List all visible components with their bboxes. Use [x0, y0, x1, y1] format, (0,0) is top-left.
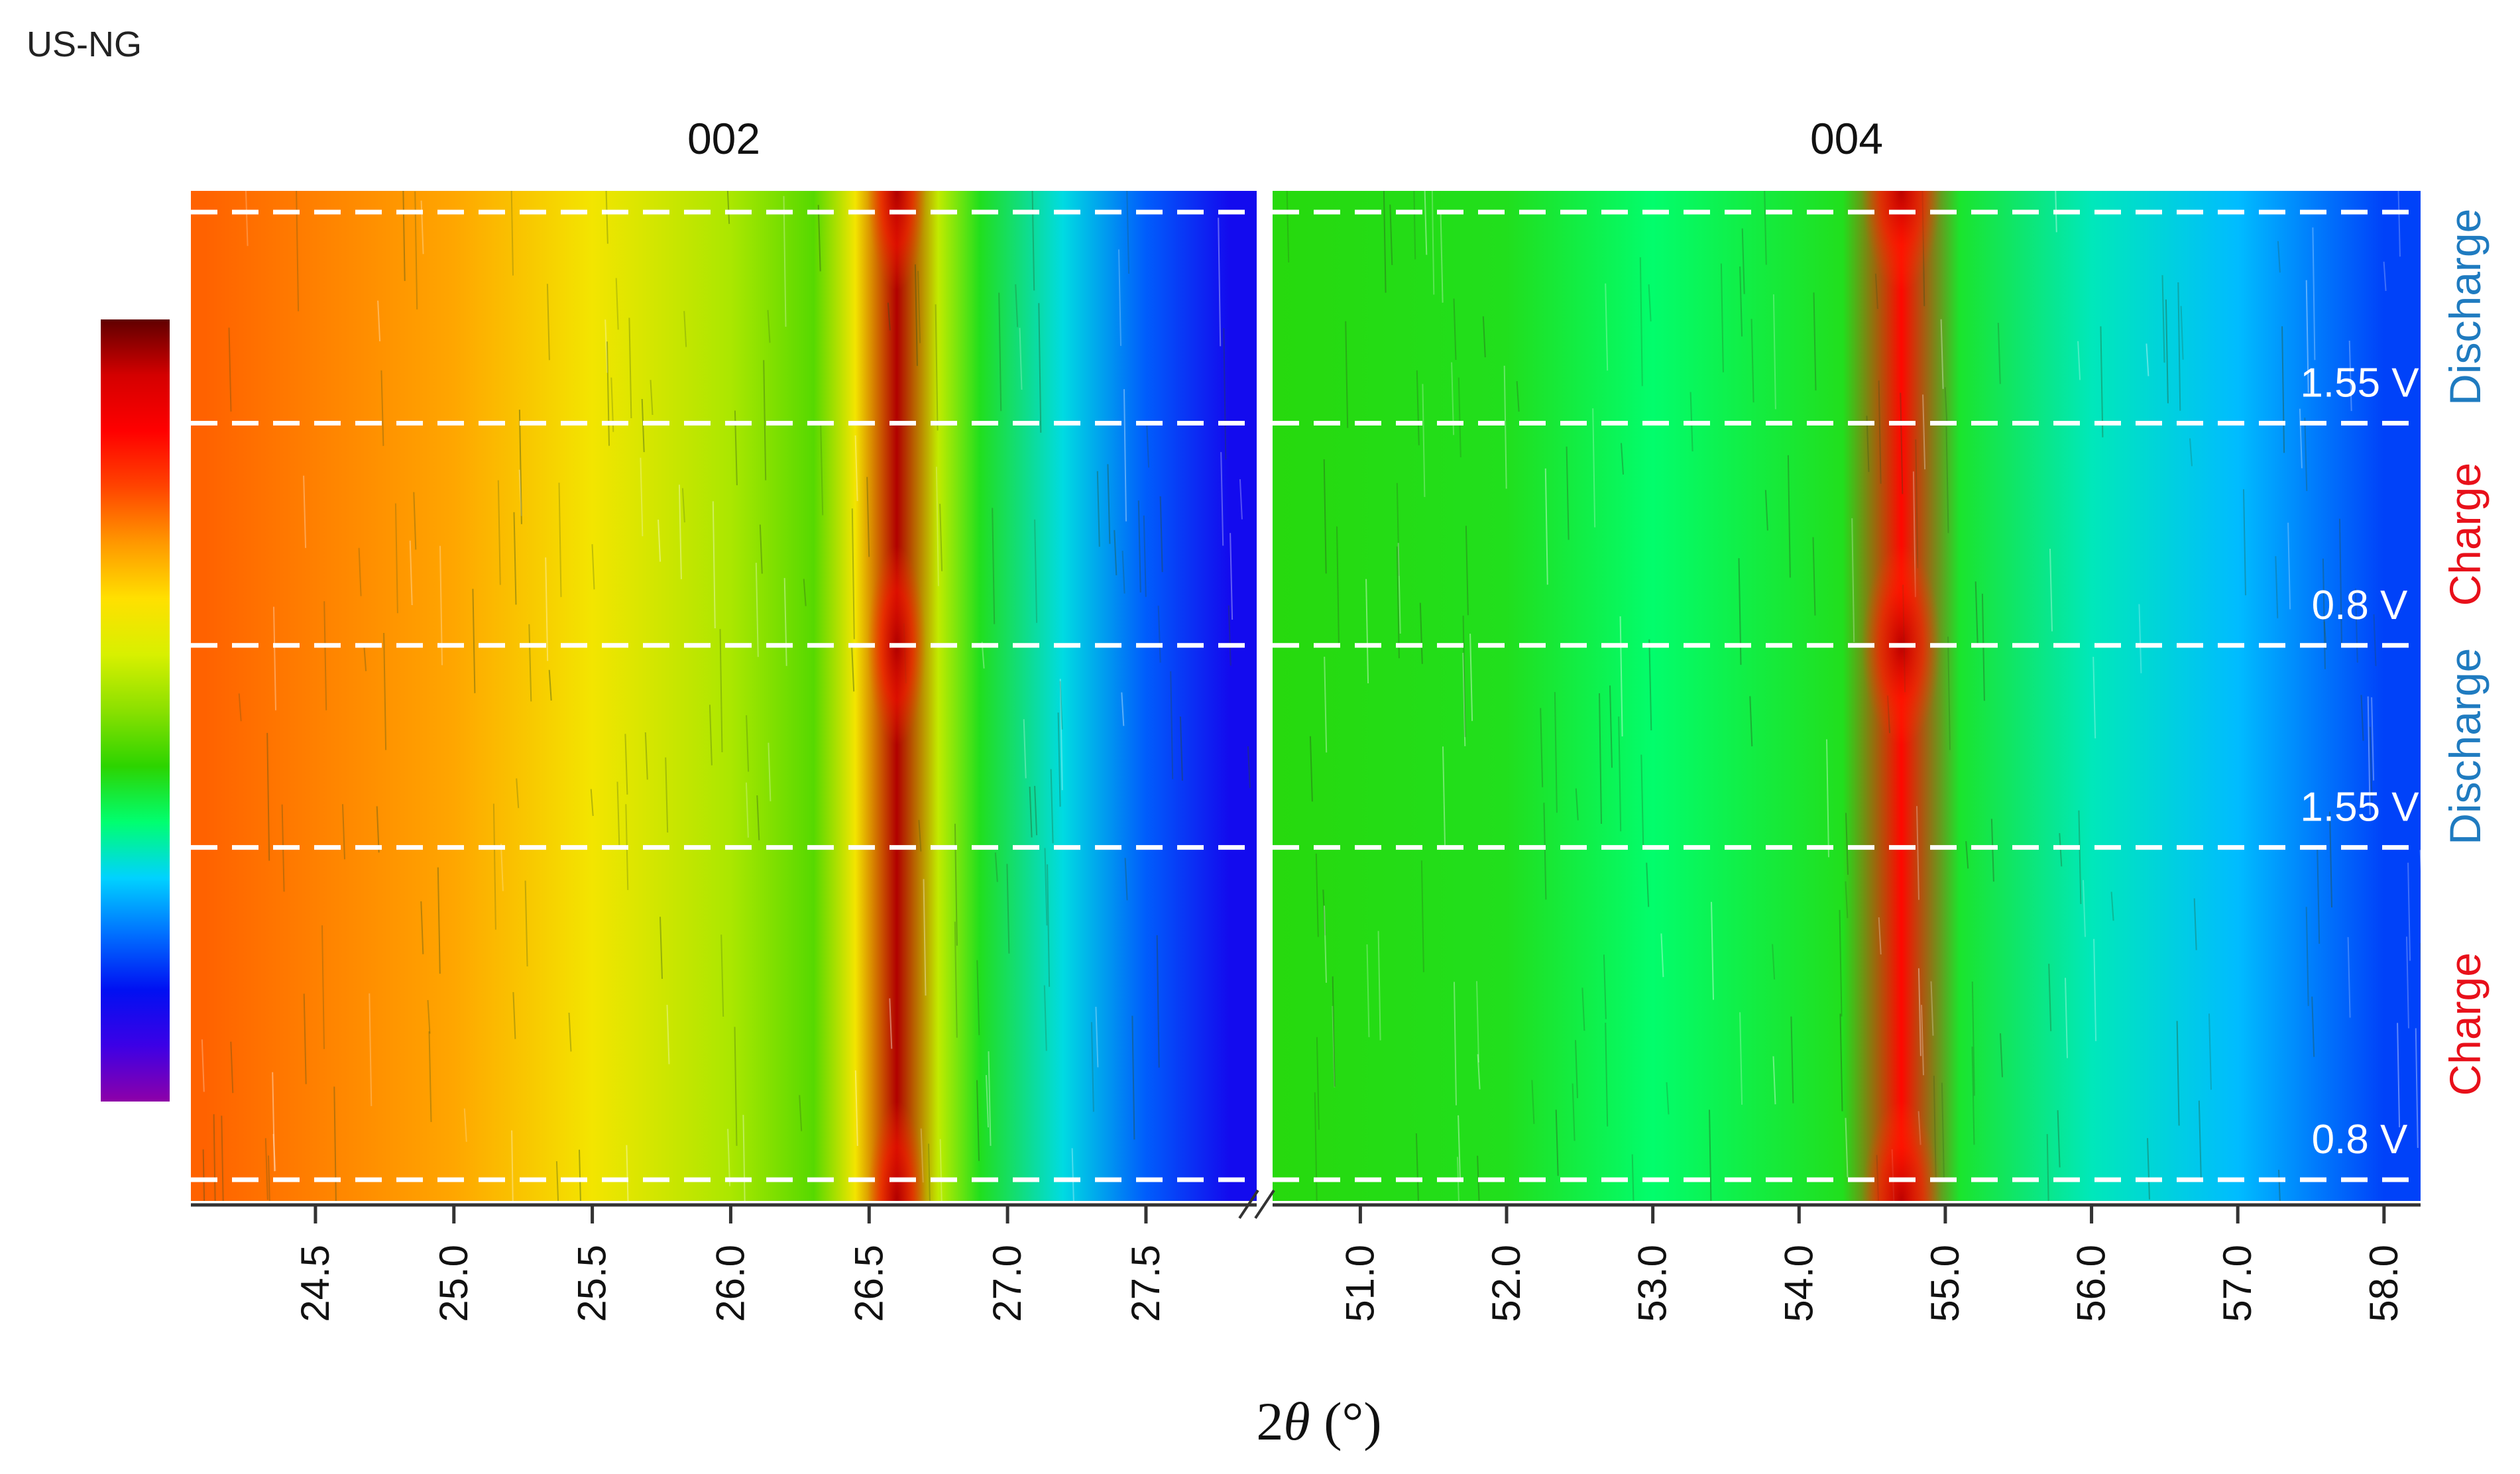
phase-label: Discharge: [2440, 648, 2490, 845]
voltage-label: 1.55 V: [2300, 361, 2419, 406]
x-tick-label: 57.0: [2215, 1245, 2260, 1322]
voltage-label: 0.8 V: [2312, 583, 2408, 628]
x-tick-label: 26.5: [846, 1245, 891, 1322]
panel-004: 51.0 52.0 53.0 54.0 55.0 56.0 57.0 58.0 004: [1273, 114, 2421, 1322]
x-tick-label: 26.0: [708, 1245, 752, 1322]
heatmap-texture: [201, 191, 1251, 1201]
phase-label: Charge: [2440, 952, 2490, 1096]
panel-title: 004: [1810, 114, 1883, 163]
peak-hotspot: [868, 191, 927, 290]
x-tick-label: 55.0: [1923, 1245, 1967, 1322]
axis-break-mark: [1238, 1189, 1275, 1219]
peak-hotspot: [1861, 191, 1941, 290]
x-tick-label: 24.5: [293, 1245, 337, 1322]
x-tick-label: 25.5: [570, 1245, 614, 1322]
x-tick-label: 53.0: [1631, 1245, 1675, 1322]
x-tick-label: 52.0: [1484, 1245, 1528, 1322]
x-tick-label: 51.0: [1338, 1245, 1382, 1322]
voltage-label: 1.55 V: [2300, 785, 2419, 830]
x-tick-label: 56.0: [2069, 1245, 2114, 1322]
panel-title: 002: [687, 114, 760, 163]
heatmap-field: [191, 191, 1257, 1201]
peak-hotspot: [868, 1102, 927, 1201]
phase-label: Charge: [2440, 463, 2490, 606]
peak-hotspot: [1861, 1102, 1941, 1201]
sample-label: US-NG: [27, 25, 142, 64]
voltage-label: 0.8 V: [2312, 1117, 2408, 1162]
x-tick-label: 27.0: [985, 1245, 1029, 1322]
x-axis-title: 2θ (°): [1256, 1391, 1381, 1451]
heatmap-field: [1273, 191, 2421, 1201]
colorbar: [101, 319, 170, 1102]
phase-label: Discharge: [2440, 209, 2490, 406]
x-tick-label: 58.0: [2362, 1245, 2406, 1322]
panel-002: 24.5 25.0 25.5 26.0 26.5 27.0 27.5 002: [191, 114, 1257, 1322]
x-tick-label: 27.5: [1123, 1245, 1168, 1322]
x-tick-label: 54.0: [1776, 1245, 1821, 1322]
x-tick-label: 25.0: [431, 1245, 476, 1322]
